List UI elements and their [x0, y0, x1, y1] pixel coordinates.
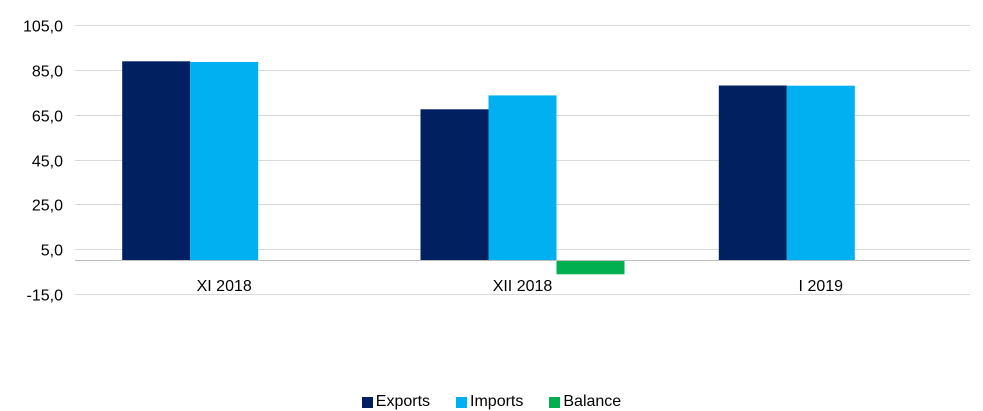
category-labels: XI 2018 XII 2018 I 2019 [197, 278, 844, 295]
category-label: I 2019 [799, 278, 844, 295]
bar-imports-0 [190, 62, 259, 261]
y-tick-label: 65,0 [32, 109, 63, 126]
legend-label: Imports [470, 393, 524, 410]
bar-exports-1 [420, 109, 489, 261]
category-label: XII 2018 [493, 278, 553, 295]
category-label: XI 2018 [197, 278, 252, 295]
bar-exports-2 [718, 85, 787, 261]
legend-swatch [361, 396, 373, 408]
bar-imports-1 [488, 95, 557, 261]
bar-imports-2 [786, 85, 855, 261]
y-tick-label: 5,0 [41, 243, 63, 260]
legend-item-imports: Imports [456, 393, 523, 411]
bar-exports-0 [122, 61, 191, 261]
y-axis-tick-labels: 105,0 85,0 65,0 45,0 25,0 5,0 -15,0 [23, 19, 63, 305]
bars [122, 61, 855, 275]
legend-swatch [549, 396, 561, 408]
legend-label: Balance [563, 393, 622, 410]
legend-item-exports: Exports [361, 393, 431, 411]
y-tick-label: 25,0 [32, 198, 63, 215]
bar-balance-1 [556, 260, 625, 275]
bar-chart: 105,0 85,0 65,0 45,0 25,0 5,0 -15,0 XI 2018 XII… [23, 19, 970, 305]
y-tick-label: 105,0 [23, 19, 63, 36]
y-tick-label: 85,0 [32, 64, 63, 81]
legend-label: Exports [375, 393, 431, 410]
legend: Exports Imports Balance [0, 393, 983, 411]
legend-swatch [456, 396, 468, 408]
legend-item-balance: Balance [549, 393, 621, 411]
y-tick-label: 45,0 [32, 154, 63, 171]
y-tick-label: -15,0 [27, 288, 64, 305]
